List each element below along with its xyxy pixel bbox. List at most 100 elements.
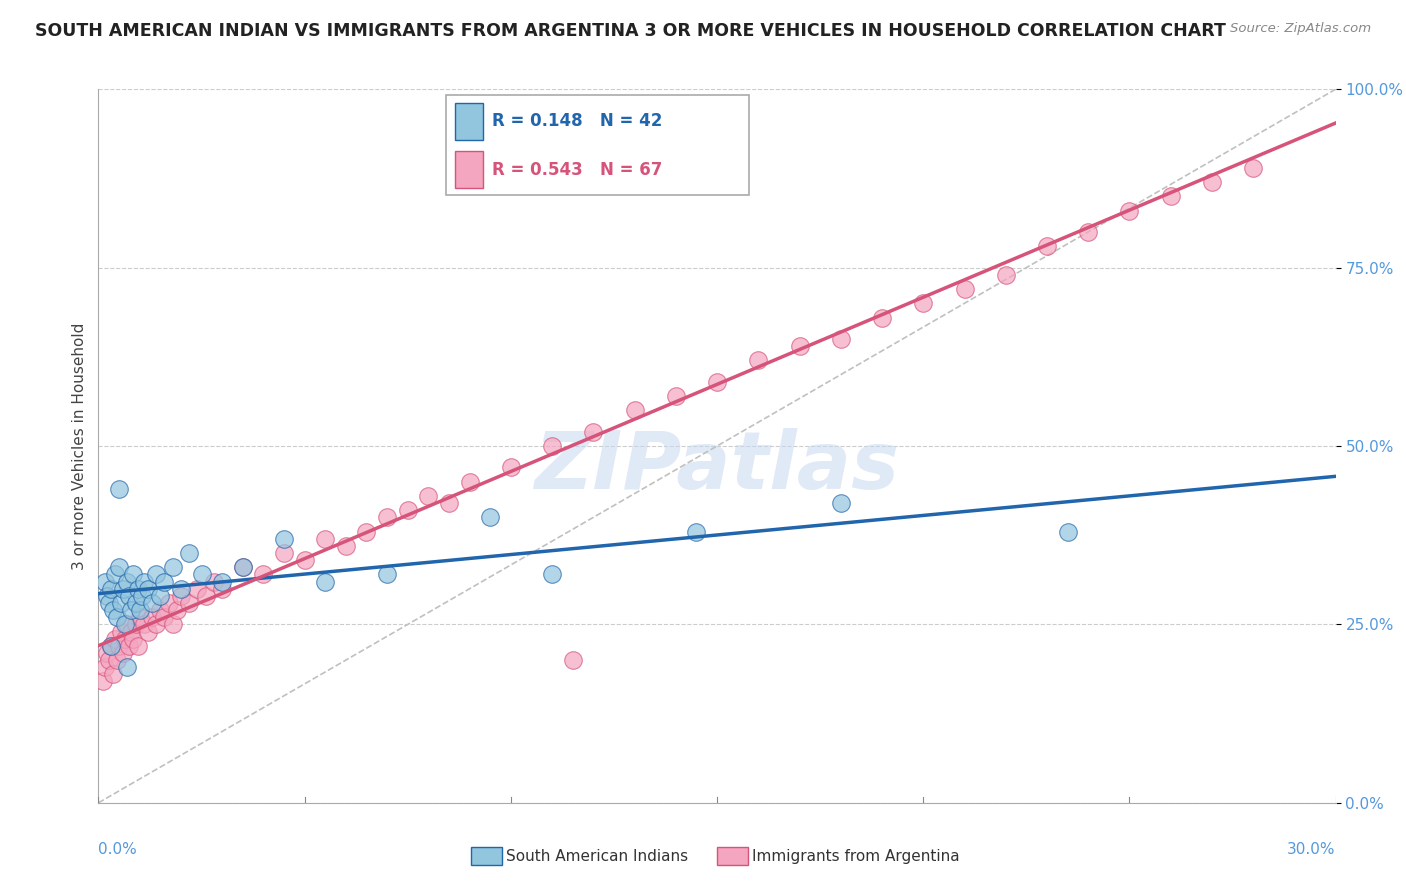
Point: [1056, 524, 1078, 539]
Point: [141, 610, 163, 624]
Point: [136, 582, 159, 596]
Point: [101, 667, 124, 681]
Point: [747, 353, 769, 368]
Point: [96, 589, 118, 603]
Text: R = 0.148   N = 42: R = 0.148 N = 42: [492, 112, 662, 130]
Point: [91, 674, 114, 689]
Point: [114, 617, 136, 632]
Point: [97, 653, 120, 667]
Point: [706, 375, 728, 389]
Point: [179, 546, 201, 560]
Point: [561, 653, 583, 667]
Point: [105, 653, 128, 667]
Point: [145, 567, 167, 582]
Point: [120, 603, 142, 617]
Point: [136, 624, 159, 639]
Point: [132, 617, 155, 632]
Point: [912, 296, 935, 310]
Point: [1118, 203, 1140, 218]
Point: [108, 482, 131, 496]
Point: [356, 524, 378, 539]
Point: [541, 439, 564, 453]
Point: [335, 539, 357, 553]
Point: [117, 660, 139, 674]
Text: Immigrants from Argentina: Immigrants from Argentina: [752, 849, 960, 863]
Point: [179, 596, 201, 610]
Point: [166, 603, 188, 617]
Point: [104, 567, 127, 582]
Point: [830, 332, 852, 346]
Point: [190, 567, 212, 582]
Point: [157, 596, 180, 610]
Point: [994, 268, 1017, 282]
Point: [108, 560, 131, 574]
Point: [118, 639, 141, 653]
Point: [499, 460, 522, 475]
Point: [114, 632, 136, 646]
Point: [122, 632, 145, 646]
Point: [124, 596, 146, 610]
Point: [105, 610, 128, 624]
Point: [1036, 239, 1059, 253]
Point: [149, 603, 172, 617]
Point: [194, 589, 217, 603]
Point: [120, 624, 142, 639]
Text: ZIPatlas: ZIPatlas: [534, 428, 900, 507]
Point: [1160, 189, 1182, 203]
Point: [127, 582, 149, 596]
Text: Source: ZipAtlas.com: Source: ZipAtlas.com: [1230, 22, 1371, 36]
Point: [273, 546, 295, 560]
Point: [110, 624, 132, 639]
Point: [170, 582, 193, 596]
Point: [294, 553, 316, 567]
Point: [96, 646, 118, 660]
Point: [870, 310, 893, 325]
Point: [232, 560, 254, 574]
Point: [375, 567, 398, 582]
Point: [437, 496, 460, 510]
Point: [479, 510, 502, 524]
Point: [1241, 161, 1264, 175]
Point: [685, 524, 707, 539]
Point: [124, 617, 146, 632]
Point: [273, 532, 295, 546]
Point: [953, 282, 976, 296]
Point: [112, 646, 135, 660]
Point: [110, 596, 132, 610]
Point: [418, 489, 440, 503]
Text: 30.0%: 30.0%: [1288, 842, 1336, 857]
Y-axis label: 3 or more Vehicles in Household: 3 or more Vehicles in Household: [72, 322, 87, 570]
Point: [101, 603, 124, 617]
Point: [830, 496, 852, 510]
Point: [141, 596, 163, 610]
Point: [396, 503, 419, 517]
Text: 0.0%: 0.0%: [98, 842, 138, 857]
Point: [132, 574, 155, 589]
Point: [211, 582, 233, 596]
Point: [117, 574, 139, 589]
Point: [153, 610, 176, 624]
Point: [128, 603, 150, 617]
Point: [582, 425, 605, 439]
Point: [458, 475, 481, 489]
Point: [127, 639, 149, 653]
Point: [104, 632, 127, 646]
Point: [100, 639, 122, 653]
Point: [186, 582, 208, 596]
Point: [375, 510, 398, 524]
Point: [162, 617, 184, 632]
Point: [100, 582, 122, 596]
Point: [314, 574, 336, 589]
Point: [112, 582, 135, 596]
Point: [117, 617, 139, 632]
Point: [108, 639, 131, 653]
Point: [93, 574, 115, 589]
Point: [789, 339, 811, 353]
Point: [623, 403, 645, 417]
Point: [211, 574, 233, 589]
Point: [153, 574, 176, 589]
Point: [145, 617, 167, 632]
Point: [170, 589, 193, 603]
Point: [665, 389, 688, 403]
Point: [100, 639, 122, 653]
